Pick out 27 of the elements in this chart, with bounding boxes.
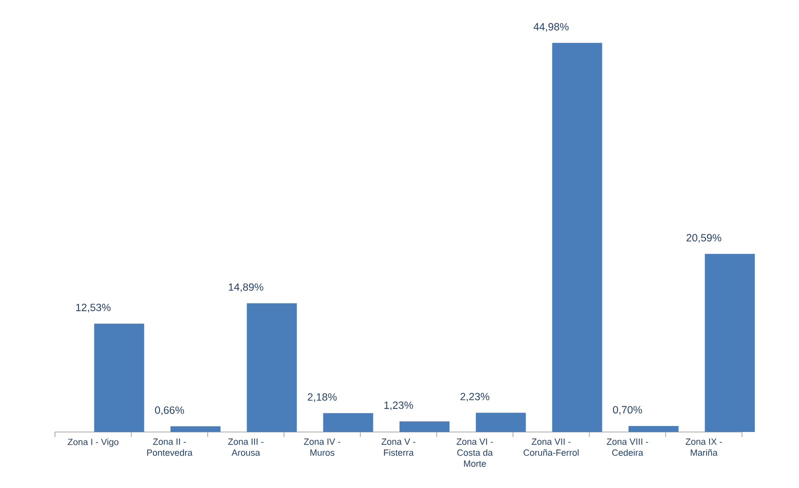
x-tick-label: Zona VIII - Cedeira: [606, 438, 648, 456]
data-label: 0,66%: [155, 406, 184, 416]
data-label: 2,23%: [460, 392, 490, 402]
data-label: 20,59%: [686, 234, 722, 243]
bar: [170, 426, 221, 432]
x-tick-label: Zona II - Pontevedra: [147, 438, 193, 456]
data-label: 14,89%: [228, 283, 264, 292]
x-tick-label: Zona III - Arousa: [228, 438, 264, 456]
data-label: 0,70%: [613, 406, 642, 415]
data-label: 1,23%: [384, 401, 414, 410]
bar: [246, 303, 297, 432]
x-tick-label: Zona V - Fisterra: [382, 438, 416, 456]
x-tick-label: Zona VI - Costa da Morte: [456, 438, 493, 467]
bar: [552, 42, 602, 432]
data-label: 2,18%: [308, 393, 337, 402]
x-tick-label: Zona VII - Coruña-Ferrol: [524, 438, 579, 456]
x-tick-label: Zona IV - Muros: [304, 438, 340, 456]
x-tick-label: Zona IX - Mariña: [686, 438, 722, 456]
bar: [628, 426, 678, 432]
bar: [323, 413, 374, 432]
bar: [94, 324, 144, 432]
x-tick-label: Zona I - Vigo: [68, 438, 118, 447]
bar: [704, 254, 755, 432]
bar: [476, 412, 526, 432]
data-label: 44,98%: [534, 23, 569, 32]
bar: [400, 421, 450, 432]
data-label: 12,53%: [76, 304, 111, 312]
